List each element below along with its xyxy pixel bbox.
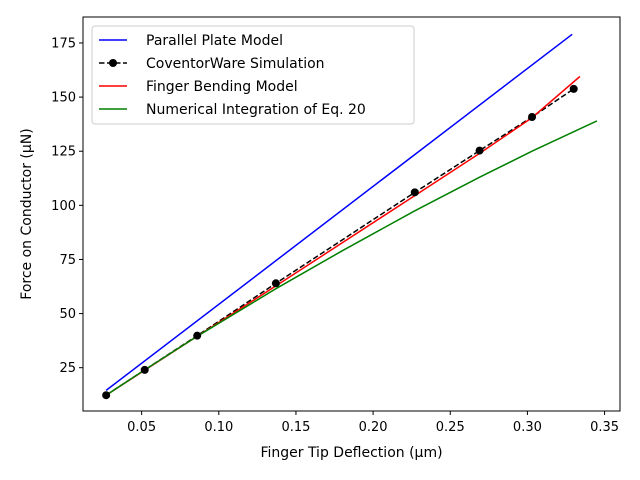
x-axis-label: Finger Tip Deflection (μm) — [260, 445, 442, 461]
series-line-numerical-integration-of-eq-20 — [105, 120, 598, 396]
y-axis-label: Force on Conductor (μN) — [19, 128, 35, 299]
x-tick-label: 0.10 — [204, 420, 233, 435]
y-tick-label: 50 — [59, 307, 76, 322]
y-tick-label: 25 — [59, 361, 76, 376]
y-tick-label: 175 — [51, 36, 76, 51]
y-axis: 25 50 75 100 125 150 175 — [51, 36, 83, 376]
series-line-parallel-plate-model — [105, 33, 573, 391]
x-tick-label: 0.25 — [436, 420, 465, 435]
legend-marker — [109, 59, 117, 67]
data-point — [410, 188, 419, 197]
data-point — [102, 391, 111, 400]
x-tick-label: 0.35 — [590, 420, 619, 435]
x-tick-label: 0.20 — [359, 420, 388, 435]
data-point — [271, 279, 280, 288]
y-tick-label: 75 — [59, 253, 76, 268]
plot-frame — [82, 16, 621, 412]
x-tick-label: 0.15 — [281, 420, 310, 435]
data-point — [140, 365, 149, 374]
y-tick-label: 100 — [51, 199, 76, 214]
y-tick-label: 125 — [51, 145, 76, 160]
legend-box — [91, 25, 415, 125]
legend-label: Numerical Integration of Eq. 20 — [146, 102, 366, 118]
data-point — [569, 84, 578, 93]
plot-markers — [102, 84, 578, 400]
data-point — [475, 146, 484, 155]
legend-label: CoventorWare Simulation — [146, 56, 325, 72]
data-point — [528, 113, 537, 122]
y-tick-label: 150 — [51, 91, 76, 106]
x-tick-label: 0.30 — [513, 420, 542, 435]
data-point — [193, 331, 202, 340]
legend-label: Parallel Plate Model — [146, 33, 283, 49]
x-tick-label: 0.05 — [127, 420, 156, 435]
x-axis: 0.05 0.10 0.15 0.20 0.25 0.30 0.35 — [127, 411, 619, 435]
legend: Parallel Plate Model CoventorWare Simulat… — [91, 25, 415, 125]
legend-label: Finger Bending Model — [146, 79, 298, 95]
